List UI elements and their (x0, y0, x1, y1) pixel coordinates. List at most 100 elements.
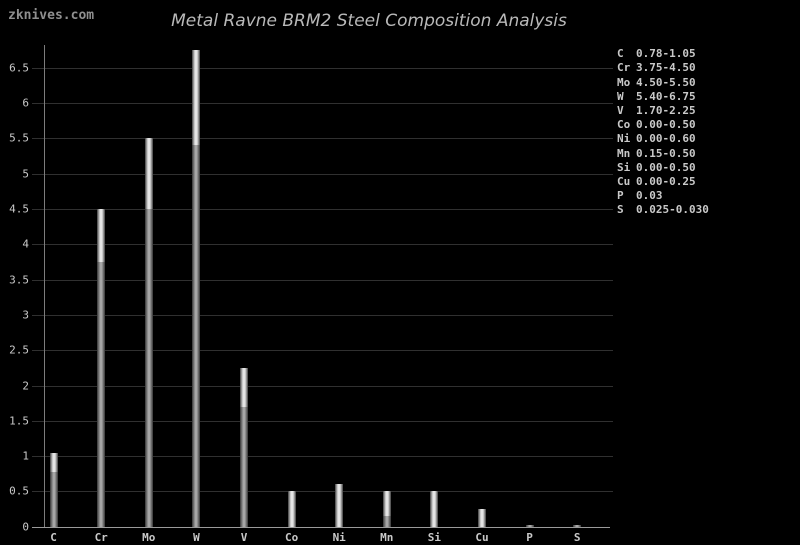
gridline (32, 456, 613, 458)
legend-value: 1.70-2.25 (636, 103, 696, 117)
bar-range-segment (382, 491, 391, 517)
legend-row: Cu 0.00-0.25 (617, 175, 709, 189)
y-tick-label: 2.5 (9, 343, 29, 357)
bar-v (240, 367, 248, 527)
legend-symbol: V (617, 103, 624, 117)
bar-base-segment (97, 261, 106, 527)
legend-row: Co 0.00-0.50 (617, 118, 709, 132)
chart-title: Metal Ravne BRM2 Steel Composition Analy… (171, 11, 567, 31)
gridline (32, 491, 613, 493)
bar-range-segment (97, 209, 106, 262)
y-tick-label: 0.5 (9, 484, 29, 498)
legend-row: W 5.40-6.75 (617, 90, 709, 104)
legend-row: S 0.025-0.030 (617, 203, 709, 217)
bar-cr (97, 209, 106, 527)
legend-row: Cr 3.75-4.50 (617, 61, 709, 75)
bar-range-segment (49, 452, 58, 472)
bar-range-segment (240, 367, 248, 407)
bar-base-segment (573, 524, 582, 527)
bar-s (573, 524, 582, 527)
legend-value: 3.75-4.50 (636, 61, 696, 75)
legend-value: 0.15-0.50 (636, 146, 696, 160)
legend-symbol: Mo (617, 75, 631, 89)
legend-row: C 0.78-1.05 (617, 47, 709, 61)
legend-symbol: Cr (617, 61, 631, 75)
bar-range-segment (430, 491, 439, 527)
y-tick-label: 6.5 (9, 61, 29, 75)
legend-symbol: Cu (617, 174, 631, 188)
x-axis-line (32, 526, 610, 528)
gridline (32, 67, 613, 69)
bar-range-segment (287, 491, 296, 527)
y-tick-label: 0 (22, 520, 29, 534)
y-tick-label: 2 (22, 379, 29, 393)
gridline (32, 209, 613, 211)
y-tick-label: 1 (22, 449, 29, 463)
bar-base-segment (144, 209, 153, 527)
bar-base-segment (525, 524, 534, 527)
y-tick-label: 1.5 (9, 414, 29, 428)
legend-symbol: Si (617, 160, 631, 174)
bar-si (430, 491, 439, 527)
bar-w (192, 50, 201, 527)
bar-mo (144, 138, 153, 527)
legend-row: Ni 0.00-0.60 (617, 132, 709, 146)
legend-value: 5.40-6.75 (636, 89, 696, 103)
gridline (32, 314, 613, 316)
watermark-zknives: zknives.com (8, 8, 95, 23)
gridline (32, 173, 613, 175)
x-axis-label-cr: Cr (94, 530, 108, 544)
gridline (32, 420, 613, 422)
x-axis-label-mn: Mn (380, 530, 394, 544)
legend-row: Si 0.00-0.50 (617, 161, 709, 175)
bar-base-segment (192, 145, 201, 527)
bar-base-segment (382, 516, 391, 527)
x-axis-label-p: P (526, 530, 533, 544)
y-tick-label: 3.5 (9, 273, 29, 287)
y-tick-label: 4.5 (9, 202, 29, 216)
bar-range-segment (335, 484, 344, 527)
x-axis-label-c: C (50, 530, 57, 544)
bar-mn (382, 491, 391, 527)
bar-base-segment (240, 406, 248, 527)
legend-row: V 1.70-2.25 (617, 104, 709, 118)
legend-value: 0.00-0.50 (636, 118, 696, 132)
bar-range-segment (144, 138, 153, 210)
y-axis-line (44, 45, 45, 528)
gridline (32, 385, 613, 387)
legend-symbol: W (617, 89, 624, 103)
y-tick-label: 3 (22, 308, 29, 322)
legend-symbol: Mn (617, 146, 631, 160)
x-axis-label-si: Si (427, 530, 442, 544)
gridline (32, 244, 613, 246)
x-axis-label-mo: Mo (142, 530, 156, 544)
y-tick-label: 5.5 (9, 131, 29, 145)
bar-range-segment (478, 509, 486, 527)
legend-value: 0.00-0.60 (636, 132, 696, 146)
bar-p (525, 524, 534, 527)
legend-row: Mo 4.50-5.50 (617, 76, 709, 90)
bar-cu (478, 509, 486, 527)
x-axis-label-ni: Ni (332, 530, 346, 544)
legend: C 0.78-1.05 Cr 3.75-4.50 Mo 4.50-5.50 W 5.40-6.… (617, 47, 709, 217)
y-tick-label: 4 (22, 237, 29, 251)
x-axis-label-cu: Cu (475, 530, 489, 544)
x-axis-label-co: Co (284, 530, 299, 544)
x-axis-label-v: V (240, 530, 248, 544)
legend-value: 4.50-5.50 (636, 75, 696, 89)
legend-symbol: P (617, 189, 624, 203)
gridline (32, 103, 613, 105)
legend-row: Mn 0.15-0.50 (617, 147, 709, 161)
y-tick-label: 6 (22, 96, 29, 110)
legend-value: 0.00-0.50 (636, 160, 696, 174)
legend-symbol: Co (617, 118, 631, 132)
legend-symbol: C (617, 47, 624, 61)
bar-range-segment (192, 50, 201, 146)
bar-c (49, 452, 58, 527)
gridline (32, 279, 613, 281)
gridline (32, 350, 613, 352)
legend-value: 0.03 (636, 189, 663, 203)
x-axis-label-s: S (573, 530, 581, 544)
legend-row: P 0.03 (617, 189, 709, 203)
